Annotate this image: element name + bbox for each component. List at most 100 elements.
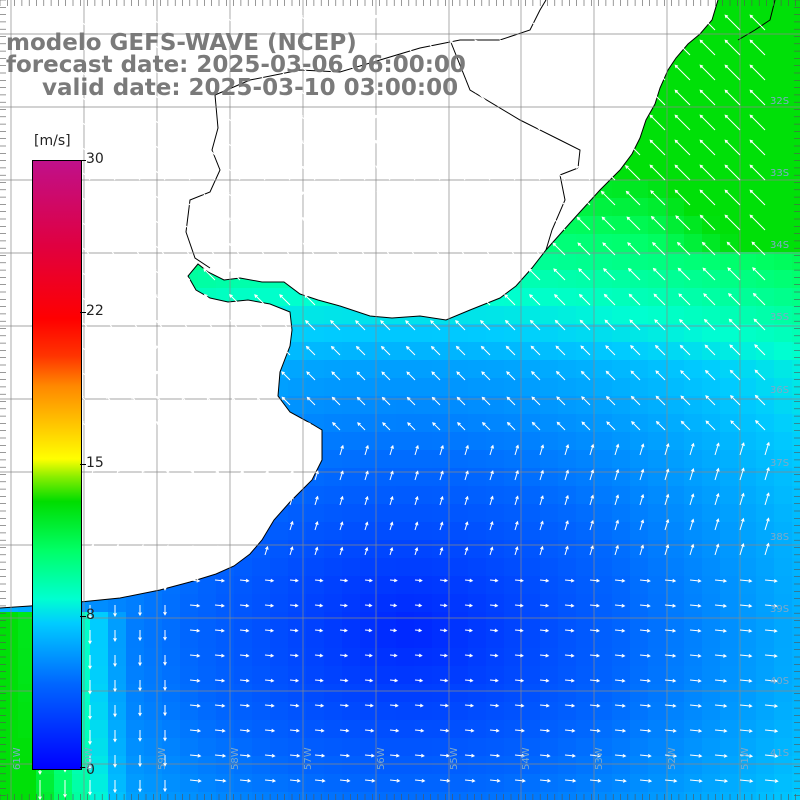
wind-speed-cell — [198, 666, 216, 684]
wind-speed-cell — [666, 414, 684, 432]
wind-speed-cell — [648, 432, 666, 450]
wind-speed-cell — [432, 342, 450, 360]
wind-arrow — [314, 444, 319, 456]
wind-speed-cell — [774, 252, 792, 270]
wind-arrow — [414, 470, 419, 481]
wind-arrow — [654, 319, 666, 331]
wind-speed-cell — [432, 684, 450, 702]
wind-speed-cell — [738, 630, 756, 648]
wind-speed-cell — [162, 774, 180, 792]
wind-arrow — [250, 165, 266, 181]
wind-arrow — [464, 470, 469, 481]
wind-speed-cell — [414, 666, 432, 684]
wind-arrow — [589, 628, 600, 633]
wind-arrow — [364, 653, 373, 658]
wind-arrow — [101, 241, 116, 256]
wind-arrow — [639, 753, 652, 758]
wind-speed-cell — [756, 684, 774, 702]
wind-speed-cell — [576, 432, 594, 450]
wind-arrow — [279, 319, 291, 331]
wind-arrow — [229, 294, 241, 306]
wind-arrow — [431, 371, 441, 381]
wind-speed-cell — [468, 738, 486, 756]
wind-speed-cell — [666, 468, 684, 486]
wind-arrow — [539, 495, 544, 506]
wind-arrow — [389, 470, 394, 481]
wind-arrow — [689, 468, 695, 481]
wind-speed-cell — [630, 792, 648, 800]
wind-speed-cell — [648, 306, 666, 324]
wind-arrow — [481, 421, 491, 431]
wind-arrow — [714, 754, 728, 758]
wind-arrow — [474, 89, 491, 106]
wind-speed-cell — [504, 702, 522, 720]
wind-speed-cell — [558, 378, 576, 396]
wind-speed-cell — [720, 216, 738, 234]
wind-speed-cell — [504, 414, 522, 432]
wind-arrow — [88, 630, 92, 645]
wind-speed-cell — [414, 342, 432, 360]
wind-speed-cell — [450, 342, 468, 360]
wind-arrow — [655, 370, 666, 381]
wind-speed-cell — [432, 558, 450, 576]
wind-speed-cell — [342, 702, 360, 720]
wind-speed-cell — [270, 576, 288, 594]
wind-arrow — [281, 421, 291, 431]
wind-speed-cell — [792, 540, 800, 558]
wind-arrow — [664, 678, 677, 683]
wind-speed-cell — [486, 612, 504, 630]
wind-speed-cell — [666, 378, 684, 396]
wind-arrow — [551, 216, 566, 231]
wind-arrow — [564, 753, 576, 758]
wind-arrow — [374, 139, 391, 156]
wind-arrow — [327, 242, 341, 256]
wind-speed-cell — [324, 342, 342, 360]
wind-arrow — [639, 603, 651, 608]
wind-arrow — [127, 242, 141, 256]
wind-speed-cell — [666, 738, 684, 756]
wind-speed-cell — [378, 450, 396, 468]
wind-arrow — [449, 39, 466, 56]
wind-arrow — [664, 779, 678, 783]
wind-arrow — [627, 267, 641, 281]
wind-speed-cell — [648, 234, 666, 252]
wind-speed-cell — [108, 630, 126, 648]
wind-speed-cell — [288, 306, 306, 324]
wind-speed-cell — [756, 792, 774, 800]
wind-speed-cell — [594, 522, 612, 540]
wind-speed-cell — [684, 702, 702, 720]
wind-speed-cell — [450, 648, 468, 666]
wind-arrow — [514, 444, 520, 456]
wind-speed-cell — [396, 504, 414, 522]
wind-speed-cell — [468, 342, 486, 360]
wind-arrow — [714, 578, 728, 583]
wind-speed-cell — [288, 612, 306, 630]
wind-arrow — [138, 730, 142, 742]
wind-speed-cell — [378, 342, 396, 360]
wind-arrow — [549, 139, 566, 156]
wind-speed-cell — [396, 324, 414, 342]
wind-arrow — [249, 39, 266, 56]
wind-arrow — [224, 139, 241, 156]
wind-arrow — [124, 89, 141, 106]
wind-speed-cell — [234, 756, 252, 774]
wind-speed-cell — [522, 792, 540, 800]
wind-speed-cell — [522, 522, 540, 540]
wind-speed-cell — [756, 594, 774, 612]
wind-speed-cell — [324, 648, 342, 666]
wind-arrow — [289, 578, 299, 583]
wind-speed-cell — [414, 558, 432, 576]
wind-speed-cell — [774, 522, 792, 540]
wind-speed-cell — [666, 324, 684, 342]
wind-arrow — [550, 190, 566, 206]
wind-speed-cell — [342, 504, 360, 522]
wind-speed-cell — [792, 720, 800, 738]
wind-speed-cell — [702, 432, 720, 450]
wind-speed-cell — [594, 360, 612, 378]
wind-arrow — [330, 320, 341, 331]
wind-speed-cell — [486, 684, 504, 702]
wind-arrow — [749, 139, 766, 156]
wind-speed-cell — [594, 558, 612, 576]
wind-speed-cell — [720, 576, 738, 594]
